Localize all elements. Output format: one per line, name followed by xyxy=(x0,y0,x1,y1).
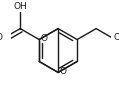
Text: Cl: Cl xyxy=(113,33,119,42)
Text: O: O xyxy=(0,33,3,42)
Text: O: O xyxy=(41,35,48,43)
Text: OH: OH xyxy=(13,2,27,11)
Text: O: O xyxy=(60,67,67,76)
